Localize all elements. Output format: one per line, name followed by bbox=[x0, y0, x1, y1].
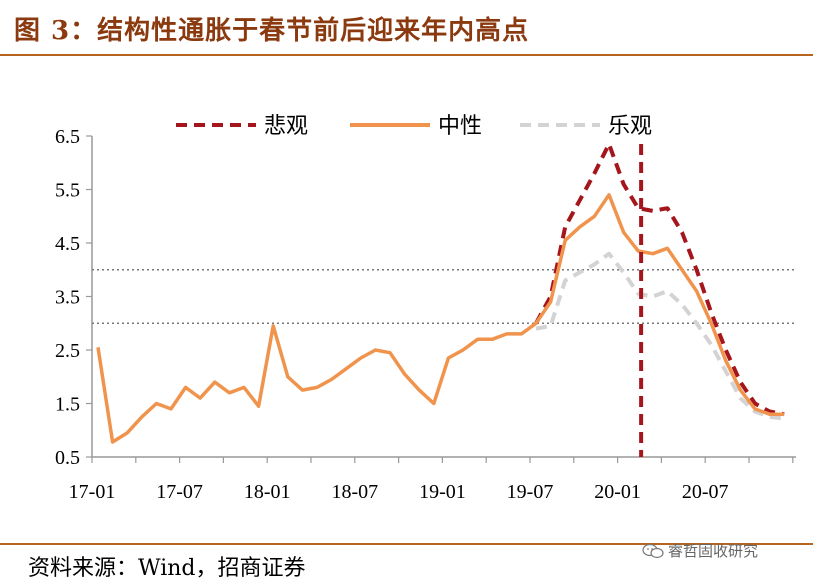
x-tick-label: 18-07 bbox=[331, 481, 378, 503]
y-tick-label: 3.5 bbox=[55, 287, 80, 309]
y-tick-label: 1.5 bbox=[55, 394, 80, 416]
y-tick-label: 2.5 bbox=[55, 340, 80, 362]
legend-label-optimistic: 乐观 bbox=[608, 114, 652, 139]
series-line-optimistic bbox=[535, 251, 785, 421]
series-line-neutral bbox=[96, 193, 785, 444]
watermark: 睿哲固收研究 bbox=[642, 540, 758, 561]
y-tick-label: 4.5 bbox=[55, 233, 80, 255]
y-tick-label: 6.5 bbox=[55, 126, 80, 148]
chart-title: 图 3：结构性通胀于春节前后迎来年内高点 bbox=[14, 16, 530, 46]
legend-label-neutral: 中性 bbox=[438, 114, 482, 139]
x-tick-label: 19-01 bbox=[419, 481, 466, 503]
wechat-icon bbox=[642, 543, 664, 558]
x-tick-label: 17-01 bbox=[69, 481, 116, 503]
title-divider bbox=[0, 54, 813, 56]
legend-label-pessimistic: 悲观 bbox=[264, 114, 308, 139]
x-tick-label: 18-01 bbox=[244, 481, 291, 503]
watermark-text: 睿哲固收研究 bbox=[668, 542, 759, 560]
x-tick-label: 20-01 bbox=[594, 481, 641, 503]
y-tick-label: 5.5 bbox=[55, 180, 80, 202]
x-tick-label: 17-07 bbox=[156, 481, 203, 503]
source-divider bbox=[0, 543, 813, 545]
y-tick-label: 0.5 bbox=[55, 447, 80, 469]
source-note: 资料来源：Wind，招商证券 bbox=[28, 556, 306, 581]
x-tick-label: 19-07 bbox=[507, 481, 554, 503]
x-tick-label: 20-07 bbox=[682, 481, 729, 503]
series-line-pessimistic bbox=[534, 142, 785, 417]
